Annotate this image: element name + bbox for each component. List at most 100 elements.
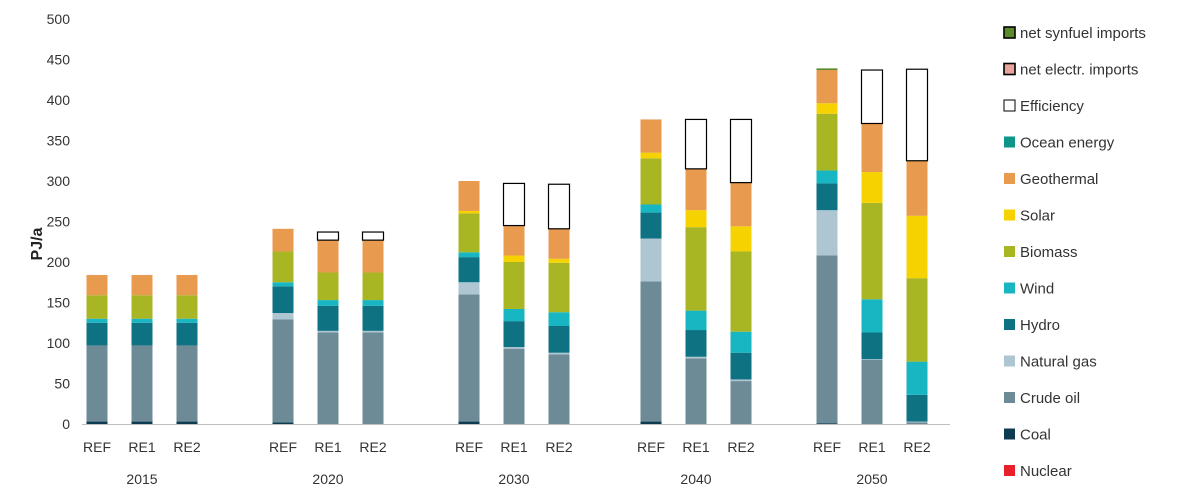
y-tick-label: 50	[54, 376, 70, 392]
legend-label-geothermal: Geothermal	[1020, 171, 1098, 188]
legend-label-coal: Coal	[1020, 427, 1051, 444]
legend-swatch-wind	[1004, 282, 1015, 294]
x-tick-label: RE2	[545, 439, 572, 455]
y-tick-label: 200	[47, 254, 71, 270]
y-axis-label: PJ/a	[29, 227, 46, 260]
bar-segment-coal	[131, 421, 153, 424]
bar-segment-hydro	[640, 212, 662, 239]
x-tick-label: REF	[83, 439, 111, 455]
bar-segment-crude-oil	[131, 345, 153, 422]
bar-segment-crude-oil	[272, 319, 294, 423]
bar-segment-biomass	[816, 113, 838, 171]
bar-segment-wind	[458, 252, 480, 258]
bar-segment-natural-gas	[730, 379, 752, 382]
bar-segment-efficiency	[361, 231, 385, 241]
y-tick-label: 400	[47, 92, 71, 108]
bar-segment-hydro	[548, 325, 570, 353]
legend-swatch-coal	[1004, 428, 1015, 440]
bar-segment-hydro	[503, 321, 525, 348]
bar-segment-natural-gas	[503, 347, 525, 349]
legend-swatch-net-electr-imports	[1003, 62, 1016, 76]
legend-label-hydro: Hydro	[1020, 317, 1060, 334]
x-axis: REF RE1 RE2 REF RE1 RE2 REF RE1 RE2 REF RE1 RE2 REF R…	[82, 424, 950, 487]
bar-segment-hydro	[272, 286, 294, 314]
bar-segment-crude-oil	[906, 422, 928, 424]
bar-segment-geothermal	[458, 181, 480, 211]
bar-segment-geothermal	[906, 160, 928, 216]
bar-segment-geothermal	[640, 119, 662, 153]
legend-swatch-geothermal	[1004, 173, 1015, 184]
bar-segment-hydro	[131, 322, 153, 346]
bar-segment-hydro	[176, 322, 198, 346]
x-tick-label: RE1	[500, 439, 527, 455]
bar-segment-coal	[272, 422, 294, 424]
legend-swatch-hydro	[1004, 319, 1015, 330]
bar-segment-crude-oil	[317, 332, 339, 424]
bar-segment-efficiency	[316, 231, 340, 241]
bar-segment-biomass	[861, 202, 883, 300]
y-tick-label: 300	[47, 173, 71, 189]
bar-segment-wind	[906, 361, 928, 395]
bar-segment-solar	[640, 152, 662, 159]
bar-segment-efficiency	[502, 182, 526, 227]
legend-swatch-natural-gas	[1004, 355, 1015, 367]
legend-label-wind: Wind	[1020, 281, 1054, 298]
bar-segment-coal	[640, 421, 662, 424]
bar-segment-solar	[458, 210, 480, 214]
x-group-label: 2030	[498, 471, 529, 487]
x-group-label: 2020	[312, 471, 343, 487]
x-tick-label: RE2	[903, 439, 930, 455]
bar-segment-biomass	[685, 227, 707, 311]
legend-label-efficiency: Efficiency	[1020, 98, 1084, 115]
bar-segment-hydro	[816, 183, 838, 211]
x-tick-label: RE2	[727, 439, 754, 455]
bar-segment-solar	[906, 215, 928, 279]
y-tick-label: 0	[62, 416, 70, 432]
bar-segment-crude-oil	[730, 381, 752, 424]
x-tick-label: REF	[269, 439, 297, 455]
legend-label-solar: Solar	[1020, 208, 1055, 225]
bar-segment-geothermal	[131, 274, 153, 296]
legend-swatch-solar	[1004, 209, 1015, 221]
bar-segment-solar	[730, 226, 752, 252]
legend-swatch-efficiency	[1003, 99, 1016, 112]
bar-segment-wind	[640, 204, 662, 213]
bar-segment-natural-gas	[906, 421, 928, 423]
y-tick-label: 450	[47, 52, 71, 68]
bar-segment-efficiency	[905, 68, 929, 162]
bar-segment-wind	[730, 331, 752, 353]
x-tick-label: RE1	[858, 439, 885, 455]
bar-segment-biomass	[730, 251, 752, 332]
bar-segment-natural-gas	[317, 330, 339, 333]
x-tick-label: RE1	[314, 439, 341, 455]
bar-segment-biomass	[458, 213, 480, 253]
bar-segment-natural-gas	[458, 282, 480, 295]
legend: net synfuel imports net electr. imports Ef…	[1003, 25, 1146, 480]
bar-segment-crude-oil	[362, 332, 384, 424]
bar-segment-hydro	[861, 332, 883, 360]
y-tick-label: 100	[47, 335, 71, 351]
bar-segment-geothermal	[730, 182, 752, 227]
bar-segment-biomass	[640, 158, 662, 205]
bar-segment-efficiency	[729, 118, 753, 184]
bar-segment-solar	[503, 255, 525, 262]
bar-segment-coal	[458, 421, 480, 424]
legend-label-natural-gas: Natural gas	[1020, 354, 1097, 371]
legend-swatch-net-synfuel-imports	[1003, 26, 1016, 39]
y-tick-label: 350	[47, 133, 71, 149]
bar-segment-geothermal	[816, 70, 838, 104]
bar-segment-natural-gas	[272, 313, 294, 320]
bar-segment-coal	[176, 421, 198, 424]
x-group-label: 2050	[856, 471, 887, 487]
bar-segment-geothermal	[362, 240, 384, 273]
bar-segment-biomass	[548, 262, 570, 313]
bar-segment-wind	[86, 318, 108, 323]
legend-label-crude-oil: Crude oil	[1020, 390, 1080, 407]
legend-label-ocean-energy: Ocean energy	[1020, 135, 1115, 152]
bar-segment-biomass	[362, 272, 384, 301]
bar-segment-coal	[816, 423, 838, 424]
bar-segment-wind	[548, 312, 570, 326]
bar-segment-biomass	[176, 295, 198, 319]
bar-segment-crude-oil	[685, 358, 707, 424]
bar-segment-geothermal	[317, 240, 339, 273]
